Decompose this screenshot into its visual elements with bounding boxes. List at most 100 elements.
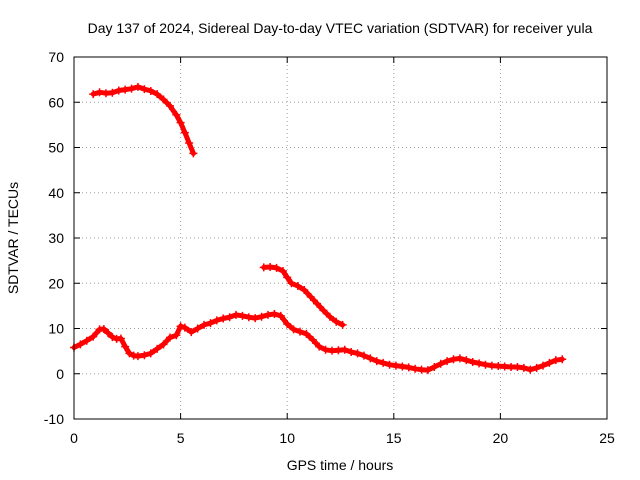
- x-tick-label: 15: [386, 430, 402, 446]
- x-axis-label: GPS time / hours: [287, 457, 394, 473]
- y-tick-label: 20: [48, 275, 64, 291]
- y-tick-label: 70: [48, 49, 64, 65]
- data-point: [347, 348, 356, 357]
- data-point: [125, 349, 134, 358]
- grid: [74, 57, 607, 419]
- data-point: [89, 90, 98, 99]
- data-point: [232, 310, 241, 319]
- data-point: [385, 360, 394, 369]
- data-point: [180, 323, 189, 332]
- data-point: [283, 273, 292, 282]
- data-point: [165, 101, 174, 110]
- data-point: [558, 355, 567, 364]
- data-point: [430, 362, 439, 371]
- axis-ticks: 0 5 10 15 20 25 -10 0 10 20 30 40 50 60 70: [44, 49, 615, 446]
- data-point: [176, 118, 185, 127]
- x-tick-label: 25: [599, 430, 615, 446]
- data-point: [436, 359, 445, 368]
- data-point: [266, 262, 275, 271]
- data-point: [114, 86, 123, 95]
- data-point: [200, 320, 209, 329]
- data-point: [121, 85, 130, 94]
- data-point: [462, 356, 471, 365]
- data-point: [443, 357, 452, 366]
- x-tick-label: 20: [493, 430, 509, 446]
- data-point: [187, 328, 196, 337]
- data-point: [159, 95, 168, 104]
- data-series: [70, 82, 567, 375]
- data-point: [404, 363, 413, 372]
- data-point: [116, 334, 125, 343]
- data-point: [276, 311, 285, 320]
- data-point: [76, 340, 85, 349]
- data-point: [153, 344, 162, 353]
- data-point: [193, 324, 202, 333]
- data-point: [104, 329, 113, 338]
- data-point: [289, 325, 298, 334]
- data-point: [272, 263, 281, 272]
- data-point: [340, 345, 349, 354]
- data-point: [127, 84, 136, 93]
- data-point: [302, 329, 311, 338]
- data-point: [121, 342, 130, 351]
- data-point: [295, 327, 304, 336]
- data-point: [379, 358, 388, 367]
- data-point: [146, 349, 155, 358]
- data-point: [172, 331, 181, 340]
- data-point: [153, 90, 162, 99]
- data-point: [481, 360, 490, 369]
- data-point: [108, 333, 117, 342]
- data-point: [539, 361, 548, 370]
- y-tick-label: 10: [48, 321, 64, 337]
- data-point: [391, 361, 400, 370]
- data-point: [526, 365, 535, 374]
- data-point: [108, 88, 117, 97]
- y-tick-label: 30: [48, 230, 64, 246]
- data-point: [513, 362, 522, 371]
- data-point: [372, 357, 381, 366]
- y-tick-label: 50: [48, 140, 64, 156]
- data-point: [133, 352, 142, 361]
- data-point: [257, 312, 266, 321]
- data-point: [264, 310, 273, 319]
- data-point: [551, 356, 560, 365]
- y-axis-label: SDTVAR / TECUs: [5, 182, 21, 294]
- data-point: [519, 363, 528, 372]
- data-point: [455, 354, 464, 363]
- data-point: [146, 86, 155, 95]
- y-tick-label: -10: [44, 411, 64, 427]
- data-point: [332, 317, 341, 326]
- data-point: [315, 342, 324, 351]
- data-point: [308, 335, 317, 344]
- data-point: [212, 316, 221, 325]
- data-point: [244, 313, 253, 322]
- data-point: [306, 292, 315, 301]
- data-point: [366, 354, 375, 363]
- data-point: [468, 357, 477, 366]
- x-tick-label: 5: [177, 430, 185, 446]
- data-point: [238, 311, 247, 320]
- x-tick-label: 10: [279, 430, 295, 446]
- data-point: [89, 332, 98, 341]
- data-point: [140, 351, 149, 360]
- data-point: [293, 281, 302, 290]
- data-point: [270, 310, 279, 319]
- y-tick-label: 0: [56, 366, 64, 382]
- data-point: [532, 363, 541, 372]
- data-point: [206, 319, 215, 328]
- data-point: [95, 88, 104, 97]
- y-tick-label: 40: [48, 185, 64, 201]
- data-point: [189, 149, 198, 158]
- data-point: [325, 312, 334, 321]
- data-point: [133, 82, 142, 91]
- series-arc-1: [89, 82, 198, 158]
- data-point: [159, 340, 168, 349]
- data-point: [545, 358, 554, 367]
- data-point: [99, 324, 108, 333]
- data-point: [353, 349, 362, 358]
- data-point: [411, 364, 420, 373]
- data-point: [449, 355, 458, 364]
- data-point: [225, 313, 234, 322]
